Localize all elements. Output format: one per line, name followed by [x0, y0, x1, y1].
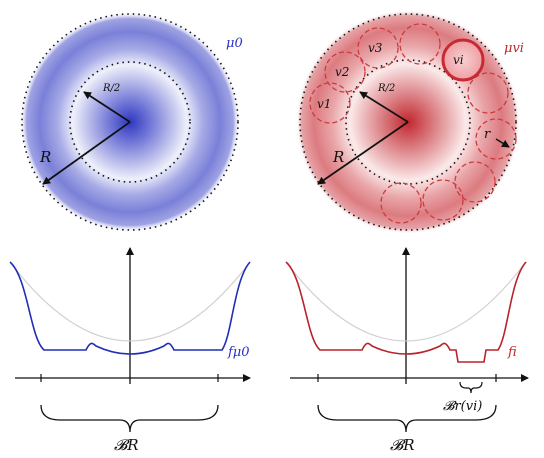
- ball-ring: [309, 23, 517, 224]
- right-disk-panel: R R/2 r v1 v2 v3 vi μvi: [296, 10, 524, 234]
- radius-half-arrow: [359, 91, 409, 123]
- radius-R-label: R: [332, 148, 344, 166]
- radius-half-label: R/2: [377, 83, 395, 94]
- reference-parabola: [285, 261, 527, 342]
- ball-R-label: 𝓑R: [390, 436, 415, 454]
- radius-half-arrow: [83, 91, 131, 123]
- ball-v3-label: v3: [368, 41, 383, 55]
- mu0-label: μ0: [226, 36, 243, 51]
- reference-parabola: [9, 261, 251, 342]
- right-function-plot: fi 𝓑r(vi) 𝓑R: [285, 247, 529, 454]
- f-i-label: fi: [507, 345, 517, 360]
- ball-vi: [441, 38, 485, 82]
- left-function-plot: fμ0 𝓑R: [9, 247, 251, 454]
- ball: [467, 72, 509, 114]
- ball-v3: [357, 27, 399, 69]
- f-mu0-label: fμ0: [227, 345, 250, 360]
- left-disk-panel: R R/2 μ0: [18, 10, 243, 234]
- radius-R-arrow: [42, 121, 131, 185]
- f-mu0-curve: [9, 261, 251, 355]
- radius-R-arrow: [317, 121, 409, 185]
- ball: [380, 182, 422, 224]
- muvi-label: μvi: [504, 41, 524, 56]
- ball: [454, 161, 496, 203]
- ball-v2-label: v2: [335, 65, 349, 79]
- ball-v1-label: v1: [317, 97, 331, 111]
- radius-half-label: R/2: [102, 83, 120, 94]
- ball-r-vi-label: 𝓑r(vi): [443, 399, 482, 414]
- ball-v2: [324, 51, 366, 93]
- half-radius-circle: [69, 61, 191, 183]
- ball-r: [475, 118, 517, 160]
- radius-R-label: R: [39, 148, 51, 166]
- ball-R-brace: [40, 404, 219, 433]
- ball: [399, 23, 441, 65]
- ball-v1: [309, 82, 351, 124]
- ball-R-label: 𝓑R: [114, 436, 139, 454]
- ball-r-vi-brace: [459, 381, 483, 394]
- ball-vi-label: vi: [453, 53, 464, 67]
- f-i-curve: [285, 261, 527, 363]
- small-radius-arrow: [495, 138, 510, 148]
- outer-radius-circle: [299, 13, 517, 231]
- small-radius-label: r: [484, 127, 491, 142]
- ball-R-brace: [317, 404, 497, 433]
- outer-radius-circle: [21, 13, 239, 231]
- ball: [422, 179, 464, 221]
